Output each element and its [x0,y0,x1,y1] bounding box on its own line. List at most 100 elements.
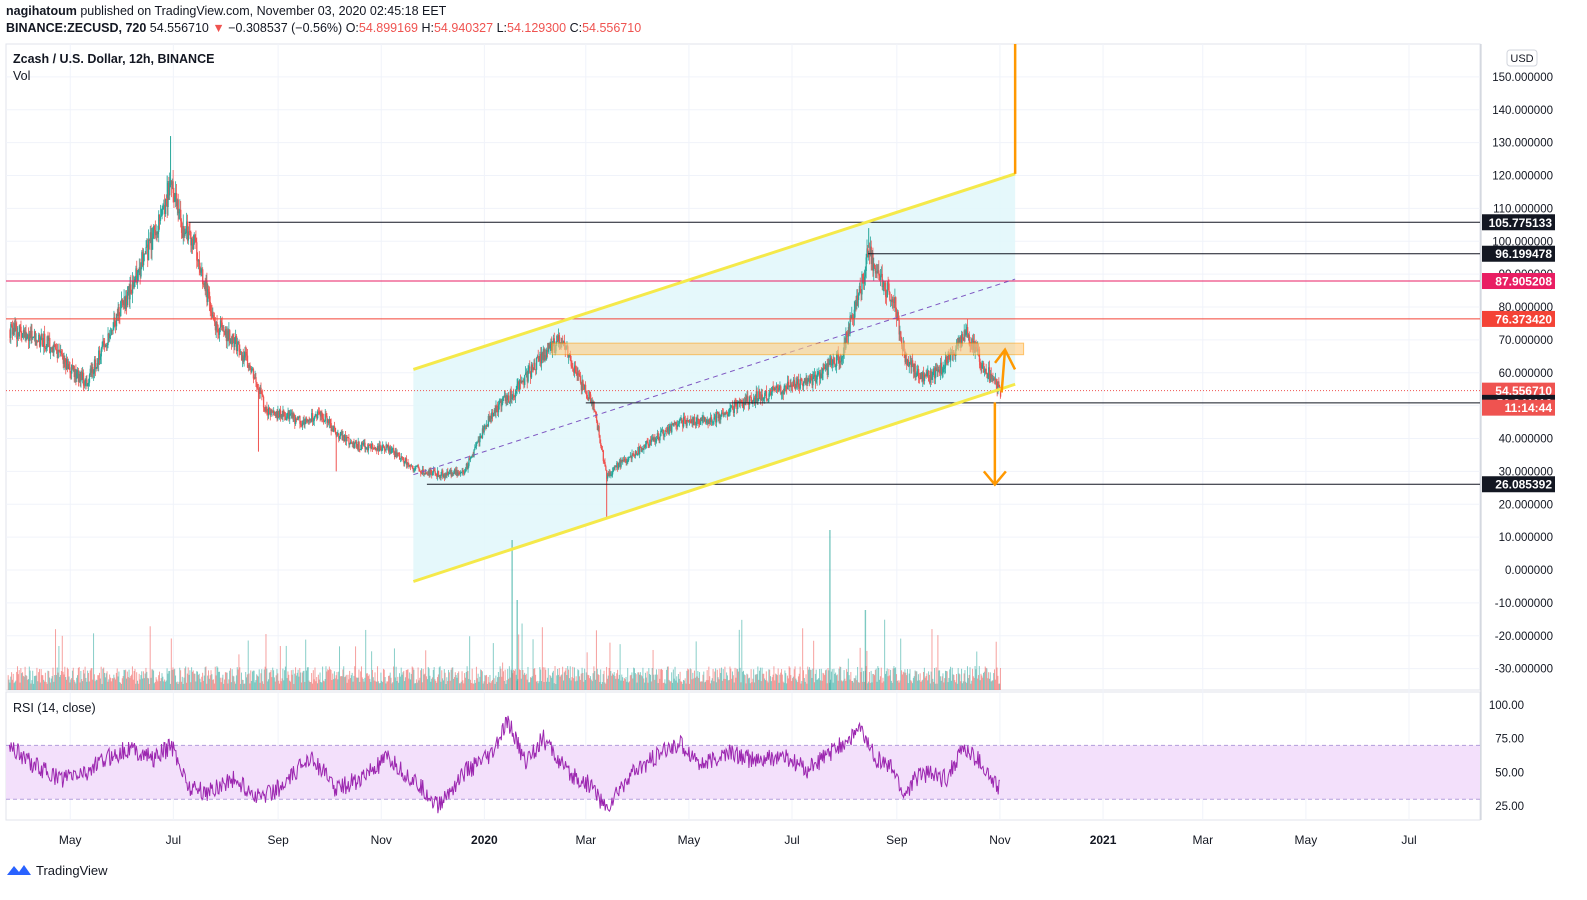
volume-bar [665,683,667,690]
volume-bar [611,675,613,690]
volume-bar [786,683,788,690]
volume-bar [921,680,923,690]
candle-body [70,372,72,374]
candle-body [186,221,188,232]
candle-body [921,373,923,382]
volume-bar [73,679,75,690]
volume-bar [417,667,419,690]
volume-bar [305,639,307,690]
candle-body [399,453,401,460]
candle-body [157,231,159,235]
volume-bar [377,681,379,690]
volume-bar [497,671,499,690]
candle-body [312,420,315,422]
volume-bar [436,682,438,690]
volume-bar [370,681,372,690]
volume-bar [690,669,692,690]
candle-body [163,205,165,208]
candle-body [355,441,358,448]
volume-bar [810,669,812,690]
volume-bar [983,672,985,690]
volume-bar [206,683,208,690]
candle-body [394,451,397,458]
volume-bar [923,667,925,690]
volume-bar [731,678,733,690]
volume-bar [301,672,303,690]
candle-body [168,182,170,196]
footer-brand[interactable]: TradingView [6,862,108,878]
volume-bar [562,666,564,690]
candle-body [900,331,902,338]
candle-body [803,378,806,382]
candle-body [840,360,842,362]
candle-body [108,333,110,339]
candle-body [84,381,86,386]
volume-bar [934,668,936,690]
candle-body [700,418,703,422]
volume-bar [412,667,414,690]
volume-bar [39,682,41,690]
candle-body [281,414,283,418]
candle-body [637,447,639,455]
candle-body [757,398,759,402]
volume-bar [770,681,772,690]
volume-bar [360,671,362,690]
volume-bar [295,667,297,690]
volume-bar [104,672,106,690]
candle-body [911,360,913,368]
volume-bar [260,673,262,690]
candle-body [11,324,13,326]
candle-body [673,423,675,425]
candle-body [692,418,694,425]
candle-body [886,282,888,298]
candle-body [590,394,592,404]
volume-bar [298,676,300,690]
candle-body [323,421,326,423]
volume-bar [322,680,324,690]
volume-bar [246,674,248,690]
candle-body [895,311,898,319]
candle-body [562,341,565,344]
volume-bar [726,675,728,690]
candle-body [549,344,551,348]
candle-body [117,307,119,317]
candle-body [671,423,673,433]
volume-bar [954,680,956,690]
candle-body [110,329,113,335]
candle-body [149,232,151,242]
candle-body [158,214,160,232]
volume-bar [444,672,446,690]
volume-bar [379,682,381,690]
candle-body [12,327,15,335]
volume-bar [828,670,830,690]
candle-body [17,333,20,337]
candle-body [667,427,670,435]
y-tick-label: 150.000000 [1492,72,1553,84]
volume-bar [172,667,174,690]
volume-bar [846,671,848,690]
candle-body [126,291,129,306]
volume-bar [349,678,351,690]
volume-bar [929,683,931,690]
volume-bar [311,673,313,690]
volume-bar [591,681,593,690]
volume-bar [249,683,251,690]
volume-bar [987,678,989,690]
candle-body [601,445,603,450]
volume-bar [388,675,390,690]
candle-body [631,453,633,459]
candle-body [988,367,991,382]
volume-bar [562,680,564,690]
level-badge [1482,476,1555,493]
candle-body [175,193,177,197]
volume-bar [27,679,29,690]
chart-canvas[interactable]: May Jul Sep Nov 2020 Mar May Jul Sep Nov 2021 Mar Ma… [0,0,1587,860]
candle-body [789,385,791,388]
candle-body [598,426,600,436]
rsi-tick-label: 100.00 [1489,700,1524,712]
volume-bar [462,680,464,690]
volume-bar [60,671,62,690]
author-name[interactable]: nagihatoum [6,4,77,18]
volume-bar [229,670,231,690]
volume-bar [775,674,777,690]
